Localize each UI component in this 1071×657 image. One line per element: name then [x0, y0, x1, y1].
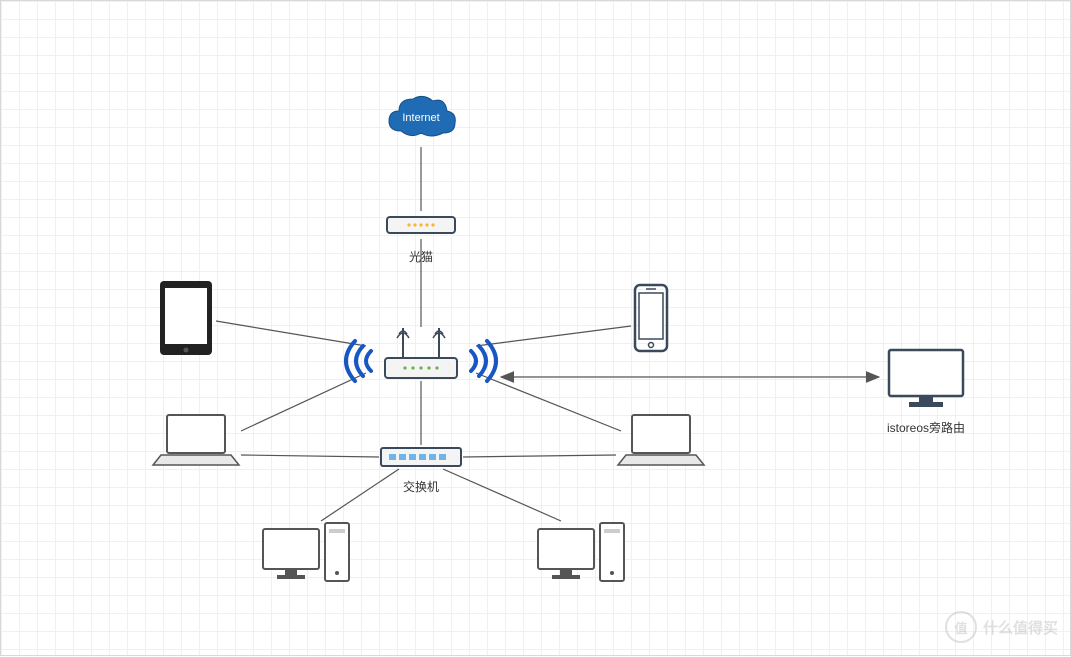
laptop-icon: [616, 411, 706, 469]
node-switch: 交换机: [379, 445, 463, 495]
node-side-router: istoreos旁路由: [881, 346, 971, 436]
node-tablet: [156, 279, 216, 362]
cloud-icon: Internet: [381, 91, 461, 146]
router-icon: [341, 316, 501, 391]
watermark: 值 什么值得买: [945, 611, 1058, 643]
tablet-icon: [156, 279, 216, 357]
node-router: [341, 316, 501, 396]
node-internet: Internet: [381, 91, 461, 151]
node-pc-1: [259, 519, 354, 594]
pc-icon: [534, 519, 629, 589]
node-pc-2: [534, 519, 629, 594]
watermark-text: 什么值得买: [983, 617, 1058, 638]
node-phone: [631, 283, 671, 358]
modem-icon: [381, 211, 461, 239]
laptop-icon: [151, 411, 241, 469]
node-modem: 光猫: [381, 211, 461, 265]
cloud-label: Internet: [402, 112, 439, 124]
switch-label: 交换机: [379, 478, 463, 495]
diagram-canvas: Internet 光猫: [0, 0, 1071, 656]
side-router-label: istoreos旁路由: [881, 419, 971, 436]
pc-icon: [259, 519, 354, 589]
node-laptop-1: [151, 411, 241, 474]
phone-icon: [631, 283, 671, 353]
node-laptop-2: [616, 411, 706, 474]
modem-label: 光猫: [381, 248, 461, 265]
monitor-icon: [881, 346, 971, 410]
watermark-badge: 值: [945, 611, 977, 643]
switch-icon: [379, 445, 463, 469]
